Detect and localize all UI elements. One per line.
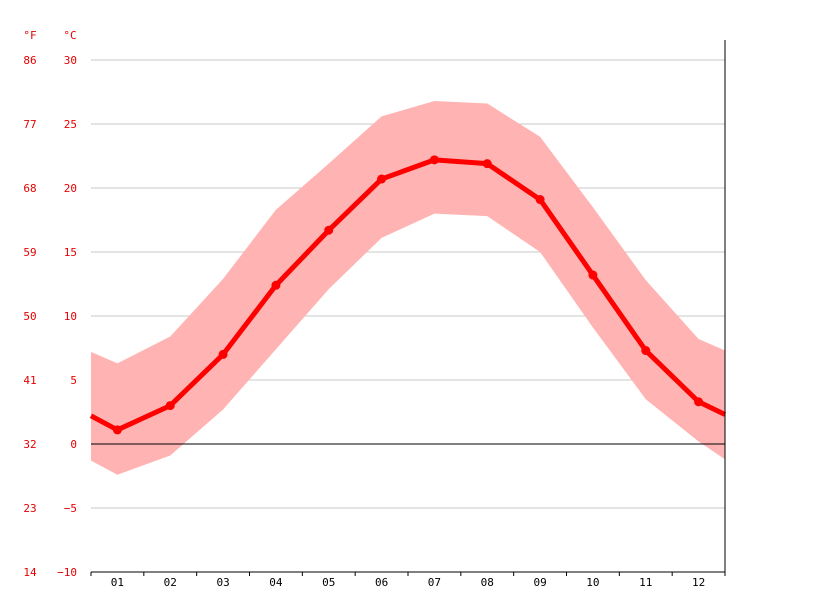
y-tick-label-fahrenheit: 32 [23, 438, 36, 451]
mean-point [324, 225, 334, 235]
y-tick-label-celsius: 15 [64, 246, 77, 259]
x-tick-label-month: 12 [692, 576, 705, 589]
mean-point [218, 349, 228, 359]
mean-line-path [89, 157, 727, 433]
x-tick-label-month: 02 [164, 576, 177, 589]
mean-point [535, 195, 545, 205]
x-tick-label-month: 10 [586, 576, 599, 589]
y-tick-label-celsius: 30 [64, 54, 77, 67]
y-tick-label-fahrenheit: 68 [23, 182, 36, 195]
mean-point [112, 425, 122, 435]
y-tick-label-fahrenheit: 50 [23, 310, 36, 323]
y-tick-label-fahrenheit: 59 [23, 246, 36, 259]
y-tick-label-celsius: 5 [70, 374, 77, 387]
y-tick-label-fahrenheit: 86 [23, 54, 36, 67]
y-tick-label-fahrenheit: 77 [23, 118, 36, 131]
x-tick-label-month: 05 [322, 576, 335, 589]
y-tick-label-celsius: −10 [57, 566, 77, 579]
mean-point [377, 174, 387, 184]
mean-point [271, 280, 281, 290]
x-tick-label-month: 08 [481, 576, 494, 589]
axis-labels: °F °C 30862577206815591050541032−523−101… [23, 29, 705, 589]
mean-point [641, 346, 651, 356]
y-tick-label-fahrenheit: 14 [23, 566, 37, 579]
x-tick-label-month: 04 [269, 576, 283, 589]
y-tick-label-celsius: 0 [70, 438, 77, 451]
x-tick-label-month: 11 [639, 576, 652, 589]
mean-point [482, 159, 492, 169]
mean-point [588, 270, 598, 280]
x-tick-label-month: 07 [428, 576, 441, 589]
mean-temperature-line [89, 155, 727, 435]
x-tick-label-month: 03 [216, 576, 229, 589]
fahrenheit-unit-label: °F [23, 29, 36, 42]
y-tick-label-celsius: 20 [64, 182, 77, 195]
y-tick-label-fahrenheit: 41 [23, 374, 36, 387]
range-band-area [91, 100, 725, 475]
mean-point [165, 401, 175, 411]
mean-point [429, 155, 439, 165]
mean-point [694, 397, 704, 407]
y-tick-label-fahrenheit: 23 [23, 502, 36, 515]
y-tick-label-celsius: 25 [64, 118, 77, 131]
x-tick-label-month: 09 [533, 576, 546, 589]
x-tick-label-month: 01 [111, 576, 124, 589]
temperature-range-band [91, 100, 725, 475]
celsius-unit-label: °C [63, 29, 76, 42]
axes [90, 40, 726, 576]
y-tick-label-celsius: −5 [64, 502, 77, 515]
x-tick-label-month: 06 [375, 576, 388, 589]
y-tick-label-celsius: 10 [64, 310, 77, 323]
